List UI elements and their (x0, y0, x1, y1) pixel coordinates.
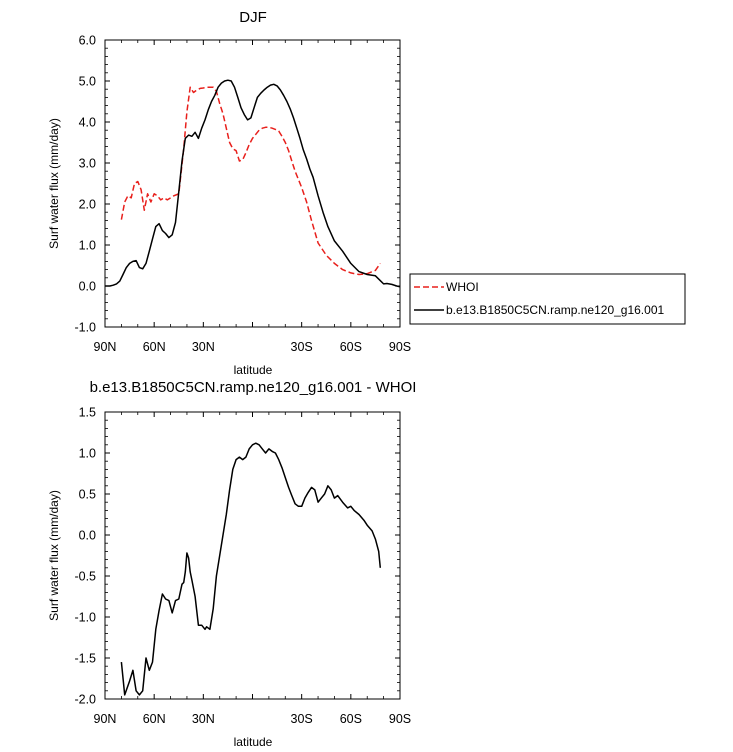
x-tick-label: 60S (340, 712, 362, 726)
y-tick-label: 1.0 (79, 447, 96, 461)
y-tick-label: 0.0 (79, 280, 96, 294)
y-tick-label: -1.0 (74, 611, 96, 625)
x-tick-label: 30N (192, 712, 215, 726)
panel-top-title: DJF (239, 9, 267, 26)
series-line-1-0 (120, 442, 382, 696)
y-tick-label: 3.0 (79, 157, 96, 171)
panel-bottom-title: b.e13.B1850C5CN.ramp.ne120_g16.001 - WHO… (90, 379, 417, 396)
legend-label-model: b.e13.B1850C5CN.ramp.ne120_g16.001 (446, 303, 664, 317)
y-tick-label: 5.0 (79, 75, 96, 89)
y-tick-label: 1.5 (79, 406, 96, 420)
series-line-0-1 (105, 79, 401, 288)
x-tick-label: 90N (94, 340, 117, 354)
y-tick-label: 2.0 (79, 198, 96, 212)
x-tick-label: 60N (143, 340, 166, 354)
panel-top-xlabel: latitude (234, 363, 273, 377)
x-tick-label: 90N (94, 712, 117, 726)
y-tick-label: 4.0 (79, 116, 96, 130)
y-tick-label: 1.0 (79, 239, 96, 253)
panel-top-series (105, 79, 401, 288)
panel-bottom-ticks: -2.0 -1.5 -1.0 -0.5 0.0 0.5 1.0 1.5 90N 60N 30N 30S… (74, 406, 411, 727)
y-tick-label: -2.0 (74, 693, 96, 707)
panel-top: DJF -1.0 0.0 1.0 2.0 3.0 4.0 5.0 6.0 90N 60N 30N 30… (47, 9, 411, 377)
y-tick-label: 0.5 (79, 488, 96, 502)
y-tick-label: 0.0 (79, 529, 96, 543)
y-tick-label: 6.0 (79, 34, 96, 48)
x-tick-label: 30S (291, 712, 313, 726)
panel-top-ticks: -1.0 0.0 1.0 2.0 3.0 4.0 5.0 6.0 90N 60N 30N 30S 60S… (74, 34, 411, 355)
x-tick-label: 60S (340, 340, 362, 354)
y-tick-label: -1.5 (74, 652, 96, 666)
legend: WHOI b.e13.B1850C5CN.ramp.ne120_g16.001 (409, 273, 686, 325)
y-tick-label: -0.5 (74, 570, 96, 584)
panel-top-ylabel: Surf water flux (mm/day) (47, 118, 61, 249)
legend-frame (409, 273, 686, 325)
x-tick-label: 30N (192, 340, 215, 354)
x-tick-label: 90S (389, 712, 411, 726)
panel-bottom-series (120, 442, 382, 696)
panel-bottom-frame (104, 411, 401, 700)
y-tick-label: -1.0 (74, 321, 96, 335)
x-tick-label: 90S (389, 340, 411, 354)
panel-top-frame (104, 39, 401, 328)
panel-bottom-ylabel: Surf water flux (mm/day) (47, 490, 61, 621)
x-tick-label: 60N (143, 712, 166, 726)
panel-bottom: b.e13.B1850C5CN.ramp.ne120_g16.001 - WHO… (47, 379, 416, 749)
series-line-0-0 (120, 86, 381, 276)
legend-label-whoi: WHOI (446, 280, 479, 294)
panel-bottom-xlabel: latitude (234, 735, 273, 749)
x-tick-label: 30S (291, 340, 313, 354)
